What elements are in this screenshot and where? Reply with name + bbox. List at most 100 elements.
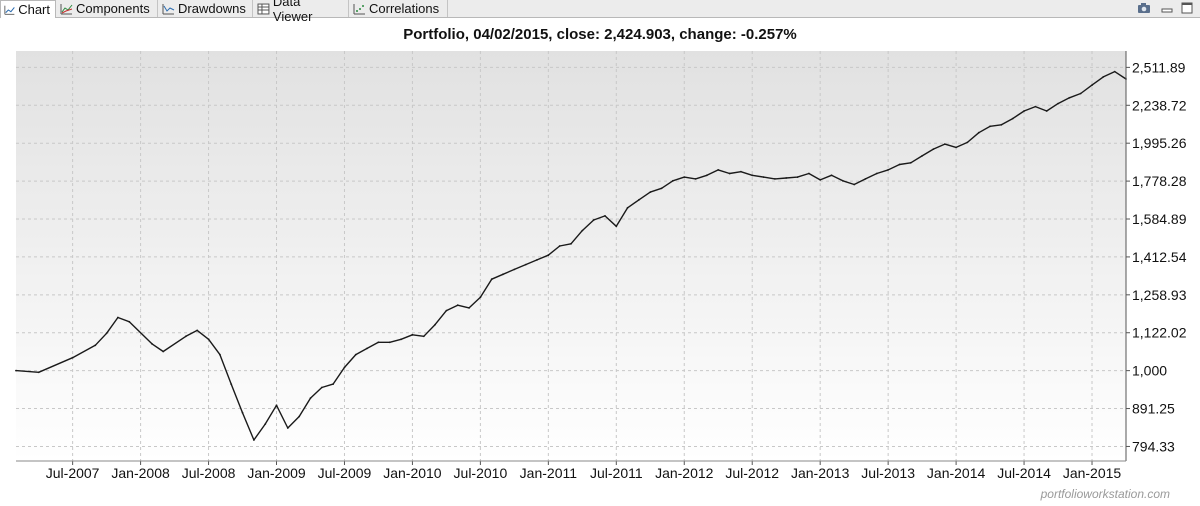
data-point <box>570 242 572 245</box>
data-point <box>898 163 901 166</box>
data-point <box>728 172 731 175</box>
data-point <box>15 369 17 372</box>
tab-data-viewer[interactable]: Data Viewer <box>254 0 349 24</box>
data-point <box>830 174 833 177</box>
minimize-icon[interactable] <box>1160 2 1174 14</box>
data-point <box>1000 123 1003 126</box>
data-point <box>207 338 210 341</box>
y-tick-label: 1,122.02 <box>1132 325 1187 341</box>
maximize-icon[interactable] <box>1180 2 1194 14</box>
data-point <box>105 332 108 335</box>
x-tick-label: Jul-2010 <box>454 465 508 481</box>
data-point <box>875 172 878 175</box>
plot-area <box>16 51 1126 461</box>
data-point <box>694 178 697 180</box>
line-chart-icon <box>4 5 15 15</box>
y-tick-label: 1,995.26 <box>1132 135 1187 151</box>
data-point <box>932 148 935 151</box>
data-point <box>615 225 618 228</box>
data-point <box>434 323 436 326</box>
data-point <box>626 206 629 209</box>
tab-chart[interactable]: Chart <box>0 0 56 18</box>
data-point <box>445 309 448 312</box>
data-point <box>785 177 788 179</box>
data-point <box>94 344 97 347</box>
y-tick-label: 1,412.54 <box>1132 249 1187 265</box>
data-point <box>422 335 425 338</box>
data-point <box>1011 117 1014 120</box>
x-tick-label: Jan-2009 <box>247 465 306 481</box>
data-point <box>740 170 742 173</box>
tab-bar: Chart Components Drawdowns Data Viewer C… <box>0 0 1200 24</box>
data-point <box>943 143 946 146</box>
data-point <box>377 341 380 344</box>
x-tick-label: Jan-2012 <box>655 465 714 481</box>
tab-components[interactable]: Components <box>57 0 158 17</box>
data-point <box>37 371 40 374</box>
x-tick-label: Jul-2008 <box>182 465 236 481</box>
data-point <box>185 335 187 338</box>
data-point <box>298 415 301 418</box>
data-point <box>672 179 674 182</box>
data-point <box>581 229 584 232</box>
y-tick-label: 2,511.89 <box>1132 59 1186 75</box>
data-point <box>151 342 153 345</box>
data-point <box>117 316 119 319</box>
data-point <box>343 366 346 369</box>
x-tick-label: Jan-2013 <box>791 465 850 481</box>
data-point <box>808 172 810 175</box>
x-tick-label: Jul-2009 <box>318 465 372 481</box>
tab-components-label: Components <box>76 1 150 16</box>
data-point <box>649 191 652 194</box>
data-point <box>513 268 516 271</box>
data-point <box>547 254 550 257</box>
data-point <box>706 174 708 177</box>
data-point <box>774 178 776 180</box>
data-point <box>604 215 606 217</box>
data-point <box>660 187 663 190</box>
data-point <box>196 329 199 332</box>
x-tick-label: Jul-2013 <box>861 465 915 481</box>
y-tick-label: 794.33 <box>1132 438 1175 454</box>
drawdown-chart-icon <box>162 3 175 14</box>
data-point <box>989 125 991 128</box>
data-point <box>354 353 357 356</box>
data-point <box>1102 76 1105 78</box>
data-point <box>751 174 754 177</box>
x-tick-label: Jul-2011 <box>590 465 643 481</box>
data-point <box>1057 102 1059 105</box>
data-point <box>955 146 957 149</box>
data-point <box>1079 92 1082 95</box>
data-point <box>1034 105 1037 108</box>
data-point <box>1091 84 1093 86</box>
data-point <box>332 383 334 385</box>
tab-drawdowns-label: Drawdowns <box>178 1 246 16</box>
y-tick-label: 1,778.28 <box>1132 173 1187 189</box>
y-tick-label: 2,238.72 <box>1132 97 1187 113</box>
data-point <box>762 176 765 179</box>
scatter-chart-icon <box>353 3 365 14</box>
data-point <box>853 183 856 186</box>
x-tick-label: Jul-2012 <box>725 465 779 481</box>
data-point <box>400 338 402 341</box>
x-tick-label: Jan-2011 <box>520 465 578 481</box>
x-tick-label: Jan-2014 <box>927 465 986 481</box>
camera-icon[interactable] <box>1137 2 1151 14</box>
data-point <box>909 161 912 164</box>
x-tick-label: Jul-2007 <box>46 465 100 481</box>
data-point <box>887 169 889 171</box>
data-point <box>264 423 267 425</box>
data-point <box>366 347 368 350</box>
data-point <box>411 333 414 336</box>
data-point <box>558 245 561 247</box>
data-point <box>275 404 278 407</box>
data-point <box>819 179 822 181</box>
tab-correlations[interactable]: Correlations <box>350 0 448 17</box>
tab-drawdowns[interactable]: Drawdowns <box>159 0 253 17</box>
x-tick-label: Jul-2014 <box>997 465 1051 481</box>
data-point <box>592 219 595 221</box>
data-point <box>1068 96 1071 99</box>
data-point <box>230 383 233 385</box>
table-icon <box>257 3 270 14</box>
